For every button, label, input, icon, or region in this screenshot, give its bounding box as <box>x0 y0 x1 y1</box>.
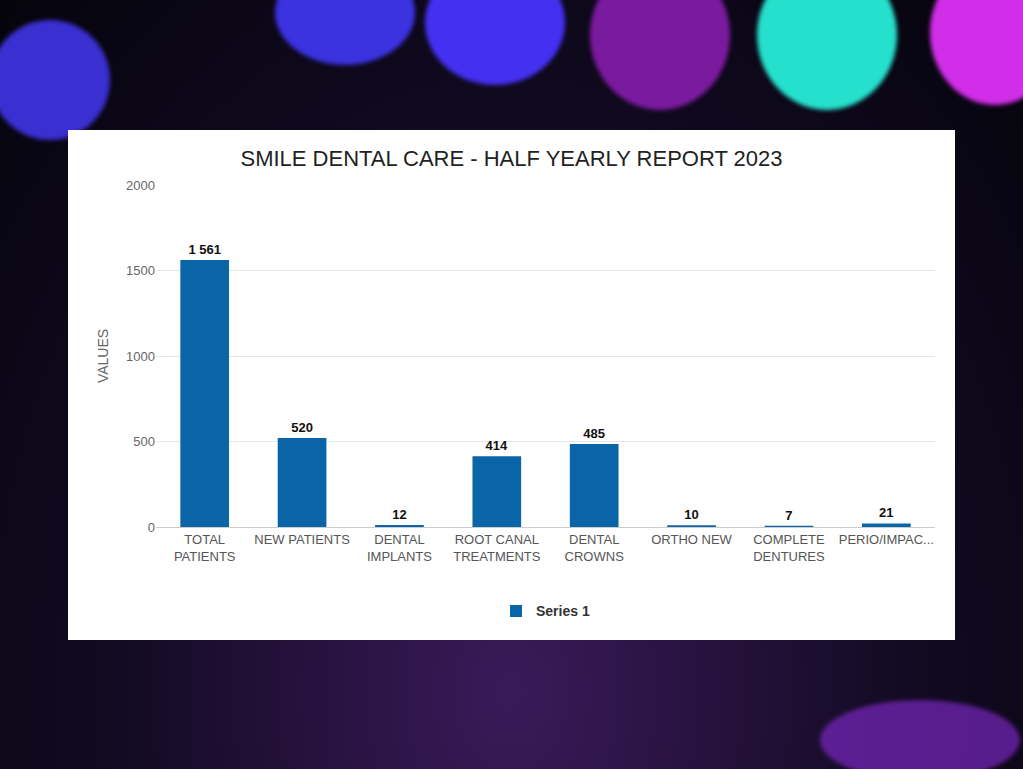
svg-text:DENTALIMPLANTS: DENTALIMPLANTS <box>367 532 432 564</box>
svg-text:485: 485 <box>583 426 605 441</box>
svg-text:ROOT CANALTREATMENTS: ROOT CANALTREATMENTS <box>453 532 540 564</box>
svg-text:520: 520 <box>291 420 313 435</box>
svg-text:414: 414 <box>486 438 508 453</box>
svg-text:DENTALCROWNS: DENTALCROWNS <box>565 532 625 564</box>
svg-text:TOTALPATIENTS: TOTALPATIENTS <box>174 532 236 564</box>
svg-text:500: 500 <box>133 434 155 449</box>
svg-text:2000: 2000 <box>126 178 155 193</box>
svg-text:12: 12 <box>392 507 406 522</box>
svg-text:SMILE DENTAL CARE - HALF YEARL: SMILE DENTAL CARE - HALF YEARLY REPORT 2… <box>240 146 782 171</box>
svg-text:Series 1: Series 1 <box>536 603 590 619</box>
svg-text:NEW PATIENTS: NEW PATIENTS <box>254 532 350 547</box>
svg-text:21: 21 <box>879 505 893 520</box>
svg-text:PERIO/IMPAC...: PERIO/IMPAC... <box>839 532 934 547</box>
svg-text:10: 10 <box>684 507 698 522</box>
svg-text:0: 0 <box>148 520 155 535</box>
svg-text:COMPLETEDENTURES: COMPLETEDENTURES <box>753 532 825 564</box>
svg-text:VALUES: VALUES <box>95 329 111 383</box>
svg-text:ORTHO NEW: ORTHO NEW <box>651 532 732 547</box>
svg-text:1 561: 1 561 <box>188 242 221 257</box>
svg-text:7: 7 <box>785 508 792 523</box>
svg-text:1000: 1000 <box>126 349 155 364</box>
svg-text:1500: 1500 <box>126 263 155 278</box>
